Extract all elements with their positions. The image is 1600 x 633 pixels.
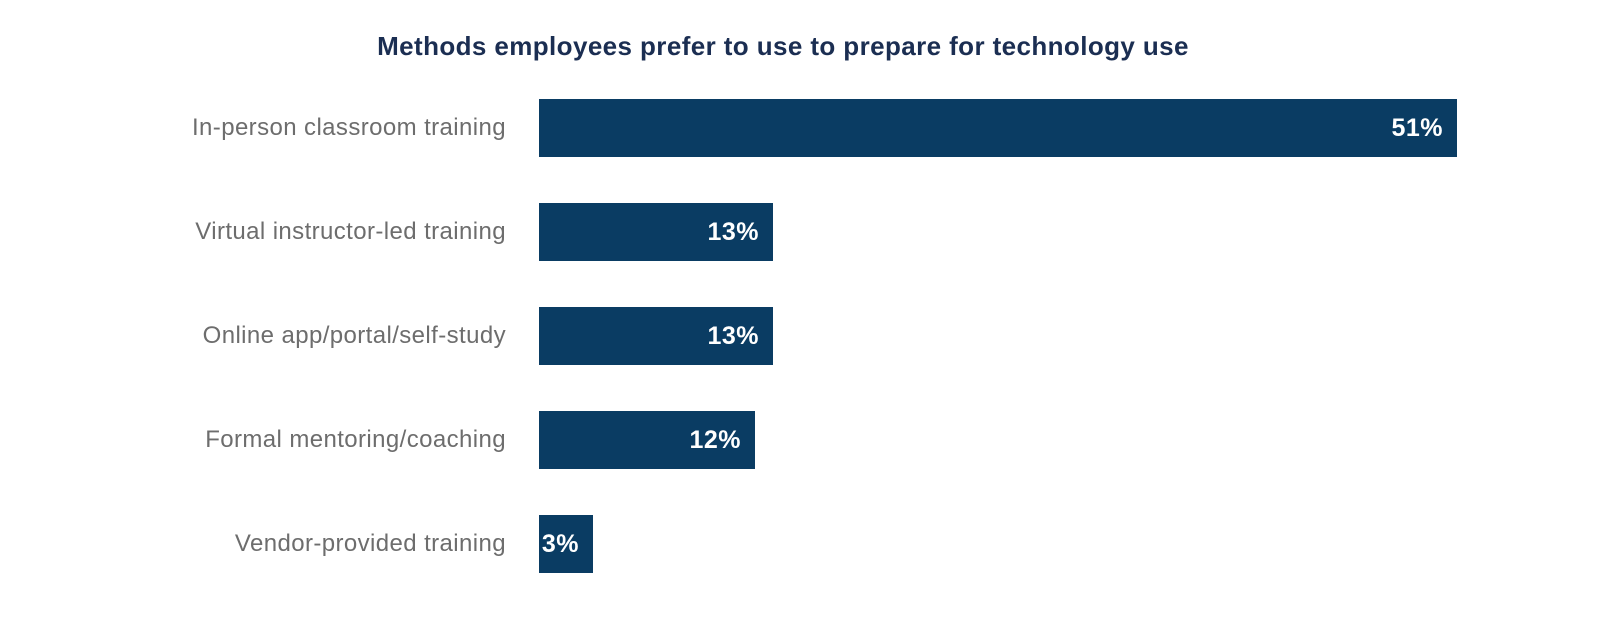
bar-value-label: 13% <box>707 321 759 350</box>
bar-track: 3% <box>539 515 1457 573</box>
bar-track: 13% <box>539 307 1457 365</box>
chart-title: Methods employees prefer to use to prepa… <box>377 31 1189 61</box>
bar: 13% <box>539 203 773 261</box>
bar: 12% <box>539 411 755 469</box>
chart-row: Formal mentoring/coaching 12% <box>0 411 1600 469</box>
bar-track: 12% <box>539 411 1457 469</box>
chart-row: Virtual instructor-led training 13% <box>0 203 1600 261</box>
chart-row: In-person classroom training 51% <box>0 99 1600 157</box>
category-label: Vendor-provided training <box>234 530 506 557</box>
chart-rows: In-person classroom training 51% Virtual i… <box>0 99 1600 573</box>
chart-row: Online app/portal/self-study 13% <box>0 307 1600 365</box>
category-label: In-person classroom training <box>191 114 506 141</box>
bar-value-label: 12% <box>689 425 741 454</box>
bar: 3% <box>539 515 593 573</box>
chart-row: Vendor-provided training 3% <box>0 515 1600 573</box>
category-label: Online app/portal/self-study <box>202 322 506 349</box>
bar: 51% <box>539 99 1457 157</box>
bar-value-label: 13% <box>707 217 759 246</box>
bar-value-label: 3% <box>541 529 579 558</box>
bar-track: 51% <box>539 99 1457 157</box>
bar-track: 13% <box>539 203 1457 261</box>
bar: 13% <box>539 307 773 365</box>
bar-value-label: 51% <box>1391 113 1443 142</box>
category-label: Formal mentoring/coaching <box>205 426 506 453</box>
category-label: Virtual instructor-led training <box>195 218 506 245</box>
